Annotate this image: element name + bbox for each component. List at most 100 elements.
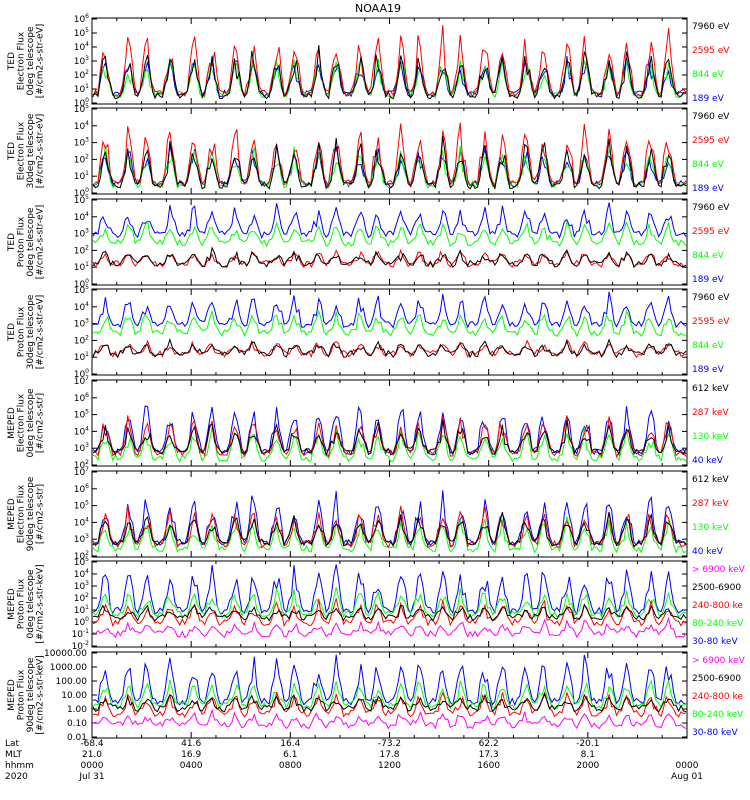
y-axis-label-line: [#/cm2-s-str] — [36, 393, 46, 453]
series-trace — [92, 135, 687, 190]
y-tick-label: 104 — [74, 301, 89, 313]
y-axis-label-line: Electron Flux — [17, 121, 27, 180]
series-trace — [92, 426, 687, 463]
y-axis-label: TED Proton Flux 0deg telescope [#/cm2-s-str… — [7, 205, 46, 280]
legend-entry: > 6900 keV — [692, 656, 746, 666]
series-trace — [93, 603, 687, 622]
series-trace — [92, 248, 687, 269]
legend-entry: 2595 eV — [692, 136, 730, 146]
y-tick-label: 104 — [74, 120, 89, 132]
legend-entry: 612 keV — [692, 475, 729, 485]
x-tick-label: 6.1 — [283, 750, 297, 760]
y-tick-label: 10-1 — [72, 628, 90, 640]
y-axis-label-line: [#/cm2-s-str-eV] — [36, 114, 46, 189]
series-trace — [92, 338, 687, 359]
x-tick-label: 0000 — [81, 761, 104, 771]
y-tick-label: 103 — [74, 318, 89, 330]
panel-ted-proton-30deg: 100 101 102 103 104 105 TED Proton Flux 30deg te… — [7, 284, 730, 380]
y-tick-label: 100 — [74, 616, 89, 628]
legend-entry: 844 eV — [692, 70, 725, 80]
legend-entry: 7960 eV — [692, 203, 730, 213]
series-trace — [92, 690, 687, 718]
panel-ted-electron-30deg: 100 101 102 103 104 105 TED Electron Flux 30deg … — [7, 103, 730, 199]
figure-title: NOAA19 — [355, 2, 401, 15]
y-tick-label: 104 — [74, 568, 89, 580]
legend-entry: 7960 eV — [692, 22, 730, 32]
x-row-label: MLT — [5, 750, 23, 760]
y-axis-label-line: [#/cm2-s-str-keV] — [36, 655, 46, 734]
legend-entry: 240-800 ke — [692, 692, 743, 702]
y-tick-label: 101 — [74, 604, 89, 616]
y-tick-label: 106 — [74, 483, 89, 495]
x-tick-label: 1600 — [477, 761, 500, 771]
x-tick-label: 21.0 — [82, 750, 102, 760]
legend-entry: 130 keV — [692, 523, 729, 533]
legend-entry: 30-80 keV — [692, 728, 738, 738]
y-axis-label-line: MEPED — [7, 679, 17, 711]
x-tick-label: 17.8 — [379, 750, 399, 760]
y-tick-label: 102 — [74, 69, 89, 81]
legend-entry: 287 keV — [692, 499, 729, 509]
series-trace — [92, 654, 687, 707]
y-axis-label: MEPED Proton Flux 90deg telescope [#/cm2-s-… — [7, 655, 46, 734]
y-tick-label: 103 — [74, 580, 89, 592]
y-axis-label-line: TED — [7, 233, 17, 252]
x-tick-label: 16.9 — [181, 750, 201, 760]
x-tick-label: -73.2 — [378, 739, 401, 749]
series-trace — [92, 202, 687, 240]
series-trace — [92, 122, 687, 189]
series-trace — [92, 246, 687, 269]
y-tick-label: 101 — [74, 170, 89, 182]
legend-entry: 80-240 keV — [692, 619, 744, 629]
y-axis-label-line: MEPED — [7, 407, 17, 439]
y-axis-label: MEPED Electron Flux 0deg telescope [#/cm2-s… — [7, 388, 46, 458]
legend-entry: 2500-6900 — [692, 674, 741, 684]
y-axis-label: TED Proton Flux 30deg telescope [#/cm2-s-st… — [7, 294, 46, 369]
y-tick-label: 1000.00 — [50, 663, 87, 673]
series-trace — [92, 219, 687, 248]
y-tick-label: 0.01 — [67, 733, 87, 743]
x-tick-label: 1200 — [378, 761, 401, 771]
series-trace — [92, 692, 687, 713]
y-axis-label: MEPED Electron Flux 90deg telescope [#/cm2-… — [7, 476, 46, 551]
x-tick-label: 16.4 — [280, 739, 300, 749]
y-tick-label: 102 — [74, 334, 89, 346]
y-axis-label-line: 0deg telescope — [26, 26, 36, 96]
legend-entry: 80-240 keV — [692, 710, 744, 720]
y-axis-label-line: TED — [7, 52, 17, 71]
legend-entry: 2595 eV — [692, 227, 730, 237]
y-tick-label: 105 — [74, 500, 89, 512]
panel-meped-electron-90deg: 102 103 104 105 106 107 MEPED Electron Flux 90de… — [7, 466, 729, 562]
x-tick-label: 0800 — [279, 761, 302, 771]
series-trace — [92, 420, 687, 457]
y-axis-label-line: MEPED — [7, 498, 17, 530]
legend-entry: 844 eV — [692, 160, 725, 170]
series-trace — [92, 708, 687, 730]
y-axis-label-line: Electron Flux — [17, 393, 27, 452]
y-axis-label: TED Electron Flux 30deg telescope [#/cm2-s-… — [7, 113, 46, 188]
legend-entry: 30-80 keV — [692, 637, 738, 647]
plot-frame — [91, 651, 688, 739]
y-tick-label: 105 — [74, 103, 89, 115]
series-trace — [92, 505, 687, 549]
y-axis-label-line: Electron Flux — [17, 31, 27, 90]
series-trace — [92, 291, 687, 329]
y-tick-label: 103 — [74, 442, 89, 454]
legend-entry: 612 keV — [692, 384, 729, 394]
y-tick-label: 102 — [74, 592, 89, 604]
y-tick-label: 105 — [74, 284, 89, 296]
legend-entry: 844 eV — [692, 341, 725, 351]
x-tick-label: Jul 31 — [78, 772, 104, 782]
y-axis-label-line: 0deg telescope — [26, 388, 36, 458]
y-axis-label-line: Proton Flux — [17, 578, 27, 629]
x-tick-label: 17.3 — [479, 750, 499, 760]
y-tick-label: 101 — [74, 351, 89, 363]
legend-entry: 40 keV — [692, 547, 724, 557]
x-tick-label: 8.1 — [581, 750, 595, 760]
legend-entry: 7960 eV — [692, 112, 730, 122]
legend-entry: 130 keV — [692, 432, 729, 442]
y-tick-label: 101 — [74, 83, 89, 95]
